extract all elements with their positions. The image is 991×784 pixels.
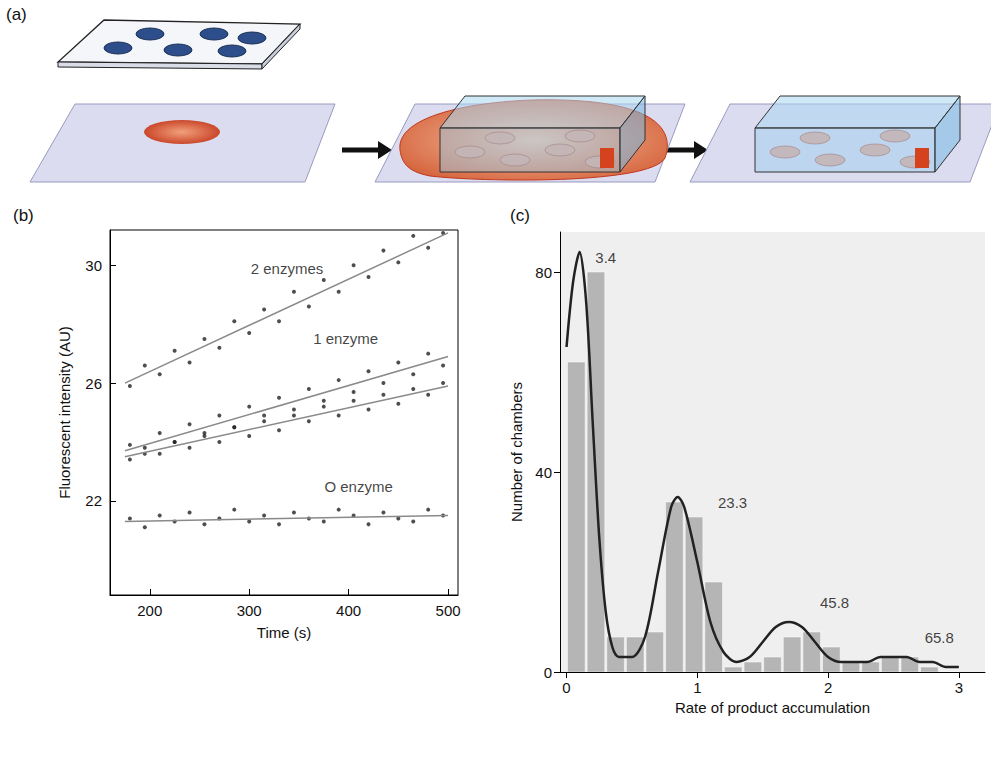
svg-text:Time (s): Time (s) (257, 624, 311, 641)
svg-text:400: 400 (336, 602, 361, 619)
svg-text:200: 200 (137, 602, 162, 619)
svg-text:O enzyme: O enzyme (324, 478, 392, 495)
svg-text:40: 40 (535, 464, 552, 481)
svg-text:2: 2 (824, 679, 832, 696)
svg-text:0: 0 (562, 679, 570, 696)
svg-text:(b): (b) (13, 206, 34, 225)
svg-text:Fluorescent intensity (AU): Fluorescent intensity (AU) (56, 326, 73, 499)
svg-text:80: 80 (535, 264, 552, 281)
svg-text:2 enzymes: 2 enzymes (251, 260, 324, 277)
svg-text:26: 26 (85, 375, 102, 392)
svg-text:Number of chambers: Number of chambers (508, 382, 525, 522)
svg-text:65.8: 65.8 (925, 629, 954, 646)
svg-text:1: 1 (693, 679, 701, 696)
svg-text:(a): (a) (6, 5, 27, 24)
svg-text:500: 500 (436, 602, 461, 619)
svg-text:(c): (c) (510, 206, 530, 225)
svg-text:3.4: 3.4 (595, 249, 616, 266)
svg-text:Rate of product accumulation: Rate of product accumulation (675, 699, 870, 716)
svg-text:30: 30 (85, 257, 102, 274)
svg-text:23.3: 23.3 (718, 494, 747, 511)
svg-text:1 enzyme: 1 enzyme (313, 330, 378, 347)
svg-text:0: 0 (544, 664, 552, 681)
svg-text:45.8: 45.8 (820, 594, 849, 611)
svg-text:3: 3 (955, 679, 963, 696)
svg-text:300: 300 (237, 602, 262, 619)
svg-text:22: 22 (85, 492, 102, 509)
